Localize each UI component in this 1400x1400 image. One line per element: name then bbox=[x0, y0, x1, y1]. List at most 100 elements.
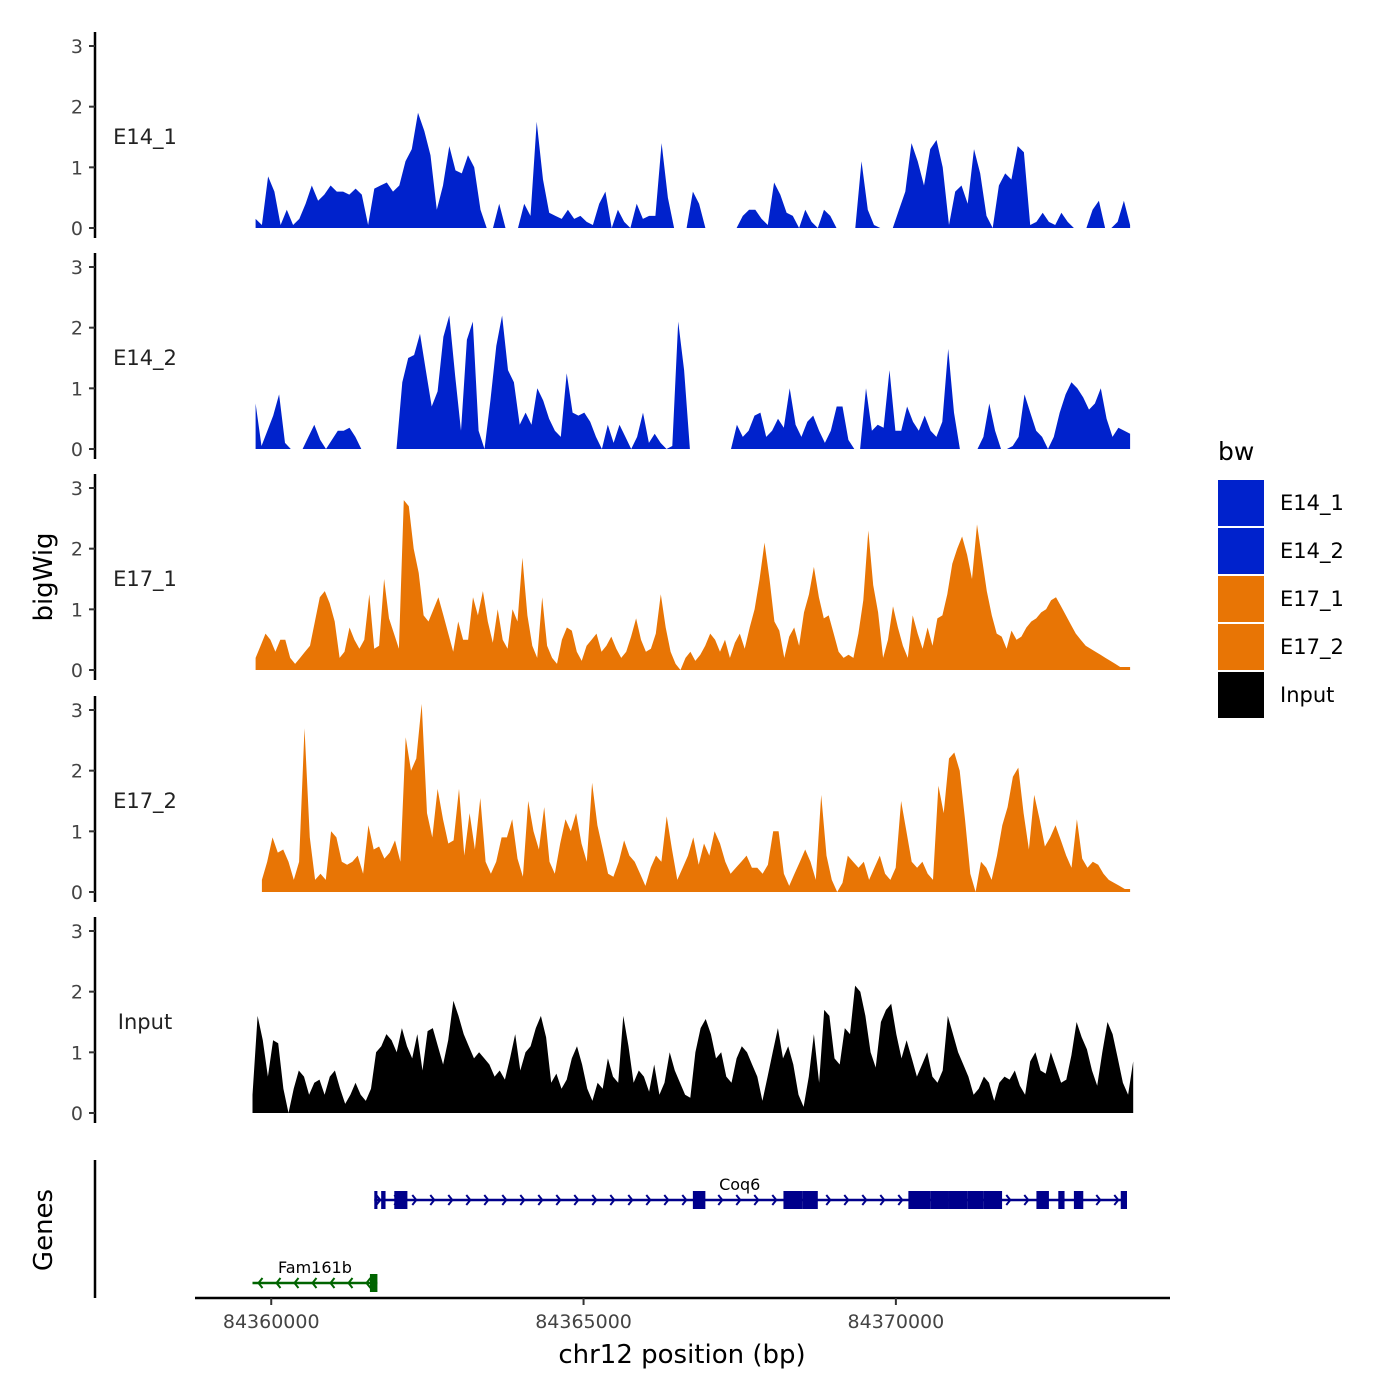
coverage-area-e17-1 bbox=[255, 500, 1131, 670]
legend-item-e17-1: E17_1 bbox=[1218, 576, 1344, 622]
legend-swatch bbox=[1218, 672, 1264, 718]
x-tick-label: 84360000 bbox=[223, 1311, 320, 1333]
exon bbox=[948, 1191, 968, 1209]
track-input: 0 1 2 3 Input bbox=[71, 917, 1134, 1125]
y-tick-label: 0 bbox=[71, 439, 83, 461]
exon bbox=[1073, 1191, 1084, 1209]
strand-arrow bbox=[1095, 1194, 1102, 1206]
y-tick-label: 2 bbox=[71, 539, 83, 561]
legend-item-e14-1: E14_1 bbox=[1218, 480, 1344, 526]
legend-label: E17_2 bbox=[1280, 635, 1344, 660]
genes-panel: Genes Coq6 Fam161b bbox=[29, 1160, 1127, 1298]
exon bbox=[374, 1191, 378, 1209]
exon bbox=[369, 1274, 378, 1292]
strand-arrow bbox=[329, 1277, 336, 1289]
strand-arrow bbox=[897, 1194, 904, 1206]
legend-swatch bbox=[1218, 624, 1264, 670]
exon bbox=[394, 1191, 408, 1209]
coverage-area-e14-2 bbox=[255, 315, 1131, 449]
strand-arrow bbox=[275, 1277, 282, 1289]
gene-fam161b: Fam161b bbox=[252, 1258, 378, 1292]
y-tick-label: 0 bbox=[71, 660, 83, 682]
strand-arrow bbox=[311, 1277, 318, 1289]
y-tick-label: 1 bbox=[71, 821, 83, 843]
legend-swatch bbox=[1218, 480, 1264, 526]
track-label-e17-2: E17_2 bbox=[113, 789, 177, 814]
y-tick-label: 1 bbox=[71, 599, 83, 621]
coverage-area-e17-2 bbox=[261, 703, 1131, 892]
x-tick-label: 84370000 bbox=[848, 1311, 945, 1333]
strand-arrow bbox=[627, 1194, 634, 1206]
x-tick-label: 84365000 bbox=[535, 1311, 632, 1333]
exon bbox=[783, 1191, 803, 1209]
coverage-area-input bbox=[252, 985, 1134, 1113]
strand-arrow bbox=[257, 1277, 264, 1289]
strand-arrow bbox=[411, 1194, 418, 1206]
strand-arrow bbox=[591, 1194, 598, 1206]
y-tick-label: 2 bbox=[71, 97, 83, 119]
y-tick-label: 2 bbox=[71, 318, 83, 340]
strand-arrow bbox=[681, 1194, 688, 1206]
strand-arrow bbox=[465, 1194, 472, 1206]
strand-arrow bbox=[717, 1194, 724, 1206]
strand-arrow bbox=[375, 1194, 382, 1206]
x-axis: 84360000 84365000 84370000 chr12 position … bbox=[195, 1296, 1170, 1370]
y-tick-label: 0 bbox=[71, 882, 83, 904]
exon bbox=[381, 1191, 386, 1209]
legend-swatch bbox=[1218, 528, 1264, 574]
legend-item-input: Input bbox=[1218, 672, 1334, 718]
strand-arrow bbox=[1023, 1194, 1030, 1206]
strand-arrow bbox=[879, 1194, 886, 1206]
strand-arrow bbox=[1113, 1194, 1120, 1206]
legend: bw E14_1 E14_2 E17_1 E17_2 Input bbox=[1218, 437, 1344, 718]
strand-arrow bbox=[771, 1194, 778, 1206]
strand-arrow bbox=[753, 1194, 760, 1206]
y-tick-label: 2 bbox=[71, 761, 83, 783]
track-label-e17-1: E17_1 bbox=[113, 567, 177, 592]
tracks-area: 0 1 2 3 E14_1 0 1 2 3 E14_2 0 1 2 3 E17_1 0 1 2 3 E17_2 0 1 2 3… bbox=[71, 32, 1134, 1125]
y-tick-label: 2 bbox=[71, 982, 83, 1004]
exon bbox=[983, 1191, 1003, 1209]
gene-label-coq6: Coq6 bbox=[719, 1175, 760, 1194]
track-e17-1: 0 1 2 3 E17_1 bbox=[71, 474, 1131, 682]
strand-arrow bbox=[447, 1194, 454, 1206]
exon bbox=[930, 1191, 949, 1209]
track-label-input: Input bbox=[118, 1010, 172, 1034]
legend-label: E14_2 bbox=[1280, 539, 1344, 564]
track-e14-2: 0 1 2 3 E14_2 bbox=[71, 253, 1131, 461]
strand-arrow bbox=[555, 1194, 562, 1206]
strand-arrow bbox=[1005, 1194, 1012, 1206]
legend-swatch bbox=[1218, 576, 1264, 622]
legend-item-e14-2: E14_2 bbox=[1218, 528, 1344, 574]
strand-arrow bbox=[843, 1194, 850, 1206]
exon bbox=[1036, 1191, 1049, 1209]
exon bbox=[908, 1191, 931, 1209]
strand-arrow bbox=[429, 1194, 436, 1206]
track-e14-1: 0 1 2 3 E14_1 bbox=[71, 32, 1131, 240]
strand-arrow bbox=[519, 1194, 526, 1206]
legend-label: Input bbox=[1280, 683, 1334, 707]
strand-arrow bbox=[609, 1194, 616, 1206]
strand-arrow bbox=[293, 1277, 300, 1289]
y-tick-label: 0 bbox=[71, 1103, 83, 1125]
track-label-e14-1: E14_1 bbox=[113, 125, 177, 150]
legend-label: E17_1 bbox=[1280, 587, 1344, 612]
gene-coq6: Coq6 bbox=[374, 1175, 1127, 1209]
strand-arrow bbox=[645, 1194, 652, 1206]
legend-title: bw bbox=[1218, 437, 1254, 466]
y-tick-label: 3 bbox=[71, 478, 83, 500]
strand-arrow bbox=[573, 1194, 580, 1206]
strand-arrow bbox=[501, 1194, 508, 1206]
gene-models: Coq6 Fam161b bbox=[252, 1175, 1127, 1292]
strand-arrow bbox=[347, 1277, 354, 1289]
genes-axis-title: Genes bbox=[29, 1189, 59, 1271]
y-tick-label: 1 bbox=[71, 157, 83, 179]
exon bbox=[967, 1191, 984, 1209]
exon bbox=[1120, 1191, 1127, 1209]
y-tick-label: 0 bbox=[71, 218, 83, 240]
legend-item-e17-2: E17_2 bbox=[1218, 624, 1344, 670]
strand-arrow bbox=[663, 1194, 670, 1206]
y-axis-title: bigWig bbox=[29, 532, 59, 621]
y-tick-label: 1 bbox=[71, 378, 83, 400]
